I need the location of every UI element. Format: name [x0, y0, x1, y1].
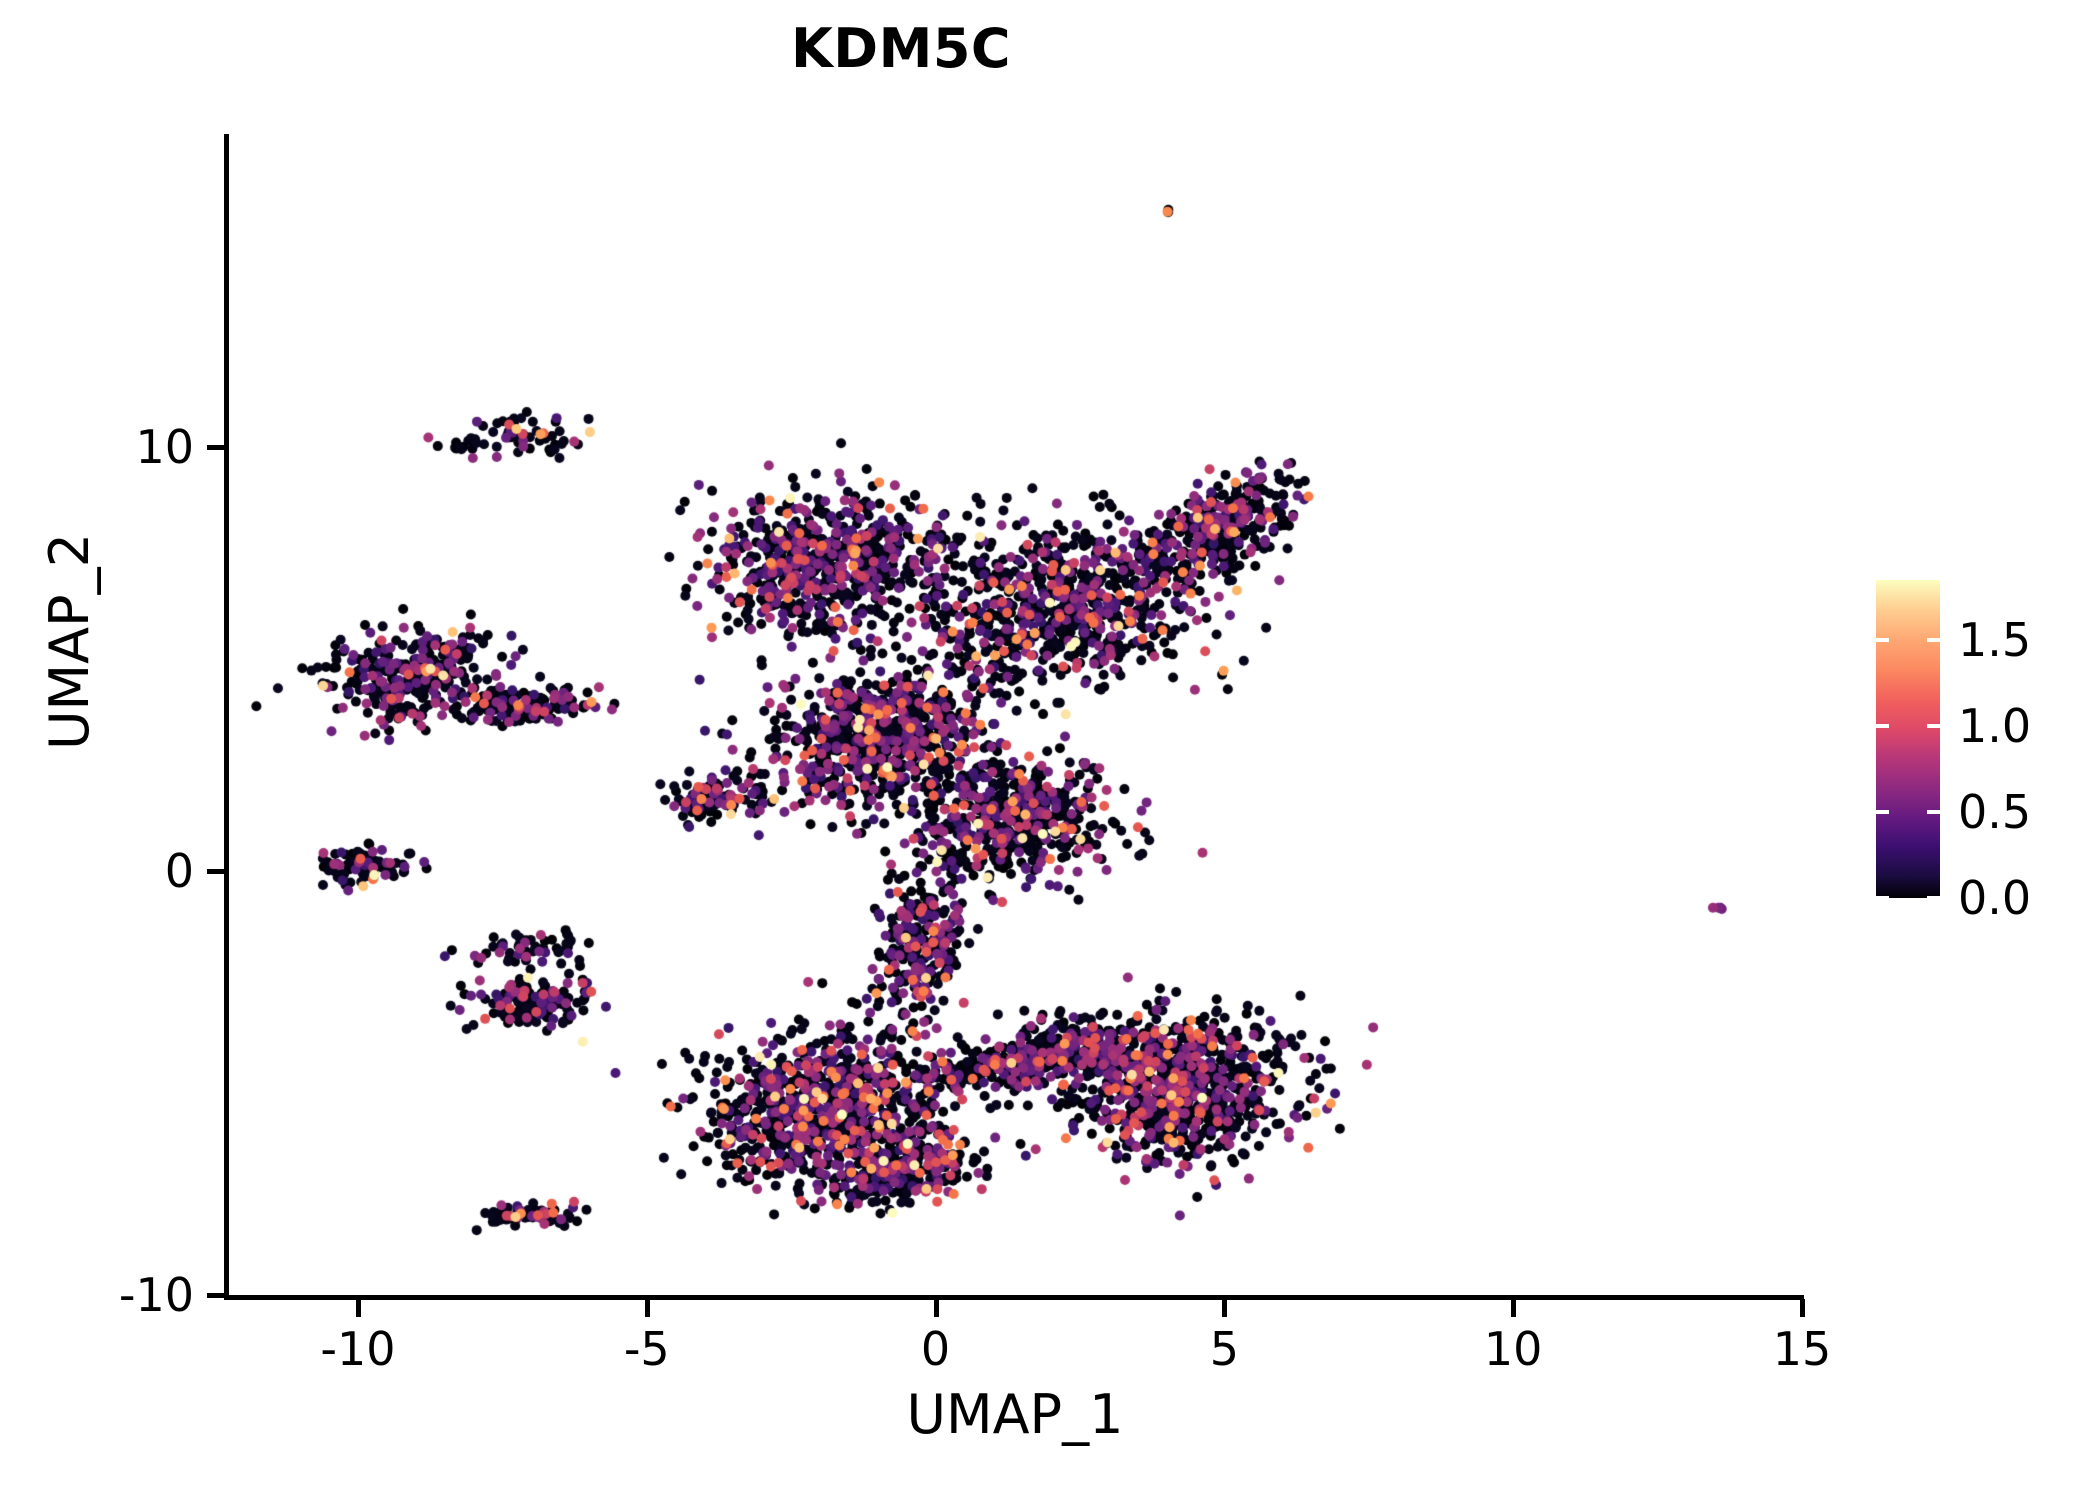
x-tick-label: -5	[623, 1322, 670, 1376]
x-axis-spine	[224, 1295, 1804, 1300]
y-tick-label: 0	[164, 844, 194, 899]
x-axis-label: UMAP_1	[906, 1383, 1124, 1446]
x-tick-label: 10	[1483, 1322, 1543, 1376]
x-tick-label: -10	[320, 1322, 396, 1376]
colorbar-tick-label: 1.0	[1958, 699, 2032, 754]
y-tick-mark	[207, 869, 225, 875]
colorbar-tick-label: 0.5	[1958, 785, 2032, 840]
colorbar-tick-mark	[1876, 896, 1889, 900]
scatter-points-canvas	[228, 140, 1802, 1295]
colorbar-gradient	[1876, 580, 1940, 898]
x-tick-mark	[1511, 1299, 1517, 1317]
colorbar-tick-mark	[1927, 896, 1940, 900]
y-axis-label: UMAP_2	[38, 533, 101, 750]
x-tick-label: 0	[920, 1322, 951, 1376]
x-tick-mark	[644, 1299, 650, 1317]
plot-axes: -10 -5 0 5 10 15 -10 0 10	[119, 134, 1831, 1376]
x-tick-mark	[933, 1299, 939, 1317]
colorbar-tick-label: 1.5	[1958, 613, 2032, 668]
colorbar-tick-label: 0.0	[1958, 871, 2032, 925]
colorbar-tick-mark	[1927, 810, 1940, 815]
colorbar-tick-mark	[1876, 724, 1889, 729]
y-tick-mark	[207, 1293, 225, 1298]
x-tick-mark	[355, 1299, 361, 1317]
colorbar-tick-mark	[1876, 638, 1889, 643]
page-title: KDM5C	[790, 17, 1012, 80]
y-tick-mark	[207, 445, 225, 451]
colorbar-tick-mark	[1876, 810, 1889, 815]
x-tick-label: 5	[1209, 1322, 1240, 1376]
colorbar-tick-mark	[1927, 638, 1940, 643]
colorbar: 1.5 1.0 0.5 0.0	[1876, 580, 2086, 925]
x-tick-mark	[1222, 1299, 1228, 1317]
y-axis-spine	[224, 134, 229, 1297]
y-tick-label: 10	[135, 420, 194, 475]
x-tick-mark	[1800, 1299, 1805, 1317]
x-tick-label: 15	[1772, 1322, 1832, 1376]
colorbar-tick-mark	[1927, 724, 1940, 729]
y-tick-label: -10	[118, 1268, 194, 1322]
